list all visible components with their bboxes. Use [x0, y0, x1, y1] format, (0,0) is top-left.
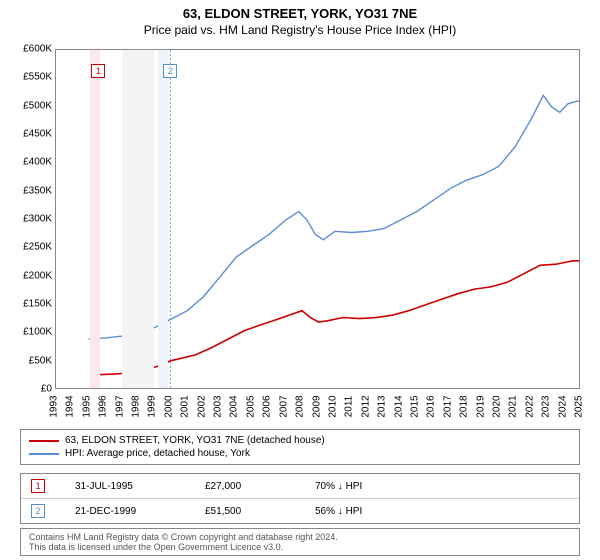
chart-title: 63, ELDON STREET, YORK, YO31 7NE [0, 0, 600, 21]
shaded-band [90, 50, 100, 388]
sale-marker-2: 2 [163, 64, 177, 78]
legend-label: 63, ELDON STREET, YORK, YO31 7NE (detach… [65, 435, 325, 446]
sales-marker-box: 1 [31, 479, 45, 493]
y-tick-label: £450K [10, 129, 52, 140]
y-tick-label: £100K [10, 327, 52, 338]
x-tick-label: 2014 [393, 395, 404, 417]
sale-price: £51,500 [205, 506, 285, 517]
x-tick-label: 2010 [328, 395, 339, 417]
x-tick-label: 2017 [442, 395, 453, 417]
x-tick-label: 2001 [180, 395, 191, 417]
x-tick-label: 2003 [213, 395, 224, 417]
y-tick-label: £600K [10, 44, 52, 55]
y-tick-label: £500K [10, 100, 52, 111]
y-tick-label: £350K [10, 185, 52, 196]
y-tick-label: £200K [10, 270, 52, 281]
sale-date: 21-DEC-1999 [75, 506, 175, 517]
sales-table: 1 31-JUL-1995 £27,000 70% ↓ HPI 2 21-DEC-1999… [20, 473, 580, 524]
sales-table-row: 2 21-DEC-1999 £51,500 56% ↓ HPI [21, 499, 579, 523]
sale-price: £27,000 [205, 481, 285, 492]
x-tick-label: 2018 [459, 395, 470, 417]
x-tick-label: 1998 [131, 395, 142, 417]
footer-line-1: Contains HM Land Registry data © Crown c… [29, 532, 571, 542]
x-axis-ticks: 1993 1994 1995 1996 1997 1998 1999 2000 2001 2002… [10, 391, 590, 423]
x-tick-label: 2002 [196, 395, 207, 417]
chart-area: £0£50K£100K£150K£200K£250K£300K£350K£400… [10, 41, 590, 391]
x-tick-label: 2019 [475, 395, 486, 417]
x-tick-label: 1999 [147, 395, 158, 417]
x-tick-label: 2015 [410, 395, 421, 417]
x-tick-label: 1995 [81, 395, 92, 417]
sale-hpi-delta: 70% ↓ HPI [315, 481, 362, 492]
x-tick-label: 2006 [262, 395, 273, 417]
x-tick-label: 1994 [65, 395, 76, 417]
x-tick-label: 2011 [344, 396, 355, 418]
x-tick-label: 2013 [377, 395, 388, 417]
x-tick-label: 1993 [49, 395, 60, 417]
shaded-band [158, 50, 168, 388]
chart-subtitle: Price paid vs. HM Land Registry's House … [0, 21, 600, 41]
y-tick-label: £150K [10, 299, 52, 310]
sales-table-row: 1 31-JUL-1995 £27,000 70% ↓ HPI [21, 474, 579, 499]
y-tick-label: £300K [10, 214, 52, 225]
legend-swatch [29, 453, 59, 455]
x-tick-label: 2020 [492, 395, 503, 417]
legend-item: HPI: Average price, detached house, York [29, 447, 571, 460]
y-tick-label: £400K [10, 157, 52, 168]
x-tick-label: 2007 [278, 395, 289, 417]
y-tick-label: £50K [10, 355, 52, 366]
sale-date: 31-JUL-1995 [75, 481, 175, 492]
x-tick-label: 1997 [114, 395, 125, 417]
x-tick-label: 2000 [163, 395, 174, 417]
y-tick-label: £550K [10, 72, 52, 83]
x-tick-label: 2009 [311, 395, 322, 417]
legend-label: HPI: Average price, detached house, York [65, 448, 250, 459]
plot-box: 12 [55, 49, 580, 389]
legend-swatch [29, 440, 59, 442]
y-tick-label: £250K [10, 242, 52, 253]
sale-marker-1: 1 [91, 64, 105, 78]
sale-hpi-delta: 56% ↓ HPI [315, 506, 362, 517]
legend-item: 63, ELDON STREET, YORK, YO31 7NE (detach… [29, 434, 571, 447]
sales-marker-box: 2 [31, 504, 45, 518]
x-tick-label: 2016 [426, 395, 437, 417]
x-tick-label: 2023 [541, 395, 552, 417]
chart-container: 63, ELDON STREET, YORK, YO31 7NE Price p… [0, 0, 600, 560]
x-tick-label: 2008 [295, 395, 306, 417]
series-property [98, 261, 580, 375]
x-tick-label: 2025 [574, 395, 585, 417]
x-tick-label: 2022 [524, 395, 535, 417]
footer-box: Contains HM Land Registry data © Crown c… [20, 528, 580, 556]
shaded-band [122, 50, 138, 388]
x-tick-label: 1996 [98, 395, 109, 417]
x-tick-label: 2005 [246, 395, 257, 417]
x-tick-label: 2004 [229, 395, 240, 417]
legend-box: 63, ELDON STREET, YORK, YO31 7NE (detach… [20, 429, 580, 465]
footer-line-2: This data is licensed under the Open Gov… [29, 542, 571, 552]
shaded-band [138, 50, 154, 388]
x-tick-label: 2024 [557, 395, 568, 417]
x-tick-label: 2021 [508, 395, 519, 417]
x-tick-label: 2012 [360, 395, 371, 417]
